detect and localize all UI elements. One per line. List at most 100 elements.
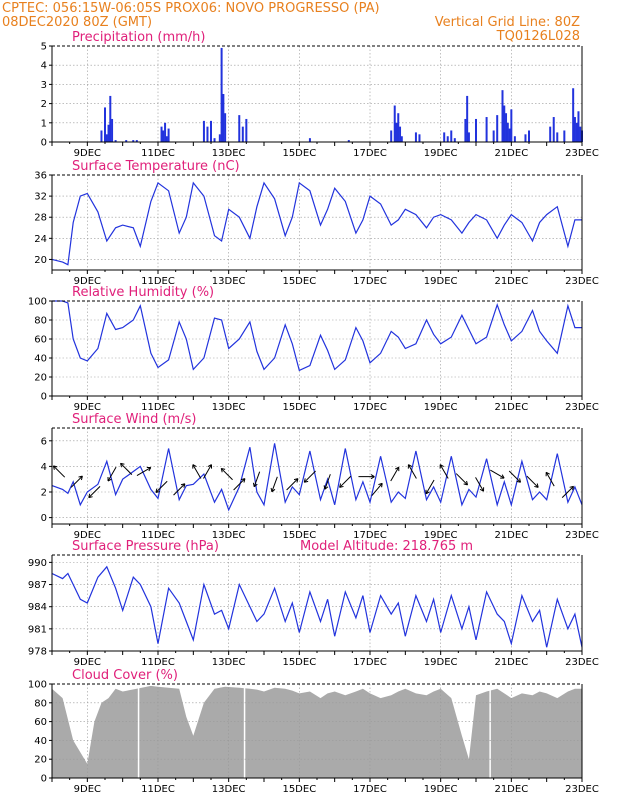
precip-bar	[573, 117, 576, 142]
wind-arrow-5	[136, 466, 152, 476]
precip-bar	[238, 115, 241, 142]
precip-ytick-label: 2	[41, 99, 47, 110]
precip-bar	[475, 118, 477, 142]
precip-bar	[308, 138, 311, 142]
wind-arrow-26	[490, 469, 505, 479]
precip-ytick-label: 5	[41, 42, 47, 53]
precip-bar	[162, 130, 165, 142]
pres-xtick-label: 19DEC	[424, 657, 458, 668]
precip-bar	[563, 130, 566, 142]
pres-xtick-label: 23DEC	[565, 657, 599, 668]
precip-bar	[222, 94, 225, 142]
precip-bar	[135, 140, 138, 142]
header: CPTEC: 056:15W-06:05S PROX06: NOVO PROGR…	[2, 1, 580, 44]
precip-ytick-label: 1	[41, 118, 47, 129]
precip-bar	[524, 134, 527, 142]
wind-line	[51, 443, 583, 512]
cloud-xtick-label: 15DEC	[282, 784, 316, 795]
wind-arrow-15	[303, 470, 316, 483]
pres-line	[51, 565, 583, 648]
precip-bar	[160, 126, 163, 142]
cloud-title: Cloud Cover (%)	[72, 668, 178, 683]
wind-xtick-label: 17DEC	[353, 530, 387, 541]
precip-xtick-label: 23DEC	[565, 148, 599, 159]
precip-bar	[572, 88, 575, 142]
wind-arrow-2	[88, 485, 101, 499]
precip-bar	[453, 138, 456, 142]
precip-bar	[104, 107, 106, 142]
header-run-date: 08DEC2020 80Z (GMT)	[2, 15, 152, 30]
pres-xtick-label: 15DEC	[282, 657, 316, 668]
wind-arrow-20	[390, 466, 400, 482]
wind-arrow-1	[70, 475, 83, 488]
precip-bar	[575, 122, 578, 142]
temp-ytick-label: 24	[34, 234, 47, 245]
temp-xtick-label: 15DEC	[282, 276, 316, 287]
precip-bar	[395, 122, 398, 142]
cloud-xtick-label: 23DEC	[565, 784, 599, 795]
wind-arrow-30	[561, 485, 575, 499]
cloud-ytick-label: 0	[41, 774, 47, 785]
temp-xtick-label: 17DEC	[353, 276, 387, 287]
rh-ytick-label: 0	[41, 392, 47, 403]
wind-arrow-21	[407, 464, 417, 479]
precip-bar	[241, 126, 244, 142]
rh-ytick-label: 60	[34, 335, 47, 346]
precip-ytick-label: 4	[41, 61, 47, 72]
cloud-xtick-label: 11DEC	[141, 784, 175, 795]
panels: Precipitation (mm/h) 0 1 2 3 4 5 9DEC 11DEC 13DEC…	[28, 30, 599, 795]
pres-panel: Surface Pressure (hPa) Model Altitude: 21…	[28, 539, 599, 668]
pres-xtick-label: 21DEC	[494, 657, 528, 668]
precip-bar	[510, 109, 513, 142]
precip-bar	[496, 115, 499, 142]
precip-bar	[506, 122, 509, 142]
wind-arrow-28	[526, 475, 539, 488]
precip-bar	[220, 47, 223, 142]
pres-annotation: Model Altitude: 218.765 m	[300, 539, 473, 554]
rh-xtick-label: 9DEC	[74, 402, 101, 413]
temp-ytick-label: 20	[34, 255, 47, 266]
cloud-ytick-label: 60	[34, 717, 47, 728]
precip-bar	[400, 136, 403, 142]
temp-title: Surface Temperature (nC)	[72, 159, 240, 174]
cloud-xtick-label: 21DEC	[494, 784, 528, 795]
precip-bar	[556, 132, 559, 142]
wind-arrow-23	[439, 464, 449, 479]
header-station: CPTEC: 056:15W-06:05S PROX06: NOVO PROGR…	[2, 1, 380, 16]
temp-panel: Surface Temperature (nC) 20 24 28 32 36 9DEC 11…	[34, 159, 599, 287]
precip-bar	[443, 132, 446, 142]
precip-bar	[245, 118, 248, 142]
precip-xtick-label: 15DEC	[282, 148, 316, 159]
rh-xtick-label: 21DEC	[494, 402, 528, 413]
rh-ytick-label: 80	[34, 316, 47, 327]
precip-xtick-label: 21DEC	[494, 148, 528, 159]
wind-arrow-7	[173, 483, 186, 496]
precip-bar	[579, 126, 582, 142]
precip-bar	[100, 130, 103, 142]
wind-arrow-19	[371, 482, 383, 496]
wind-arrow-13	[270, 476, 278, 493]
cloud-ytick-label: 80	[34, 698, 47, 709]
temp-xtick-label: 23DEC	[565, 276, 599, 287]
precip-bar	[467, 132, 470, 142]
precip-bar	[418, 134, 421, 142]
temp-xtick-label: 13DEC	[212, 276, 246, 287]
rh-line	[52, 300, 582, 372]
wind-ytick-label: 2	[41, 488, 47, 499]
precip-bar	[464, 118, 467, 142]
wind-xtick-label: 15DEC	[282, 530, 316, 541]
precip-bar	[393, 105, 396, 142]
temp-xtick-label: 21DEC	[494, 276, 528, 287]
pres-ytick-label: 987	[28, 580, 47, 591]
precip-xtick-label: 13DEC	[212, 148, 246, 159]
precip-xtick-label: 17DEC	[353, 148, 387, 159]
temp-ytick-label: 36	[34, 171, 47, 182]
pres-ytick-label: 981	[28, 624, 47, 635]
cloud-xtick-label: 17DEC	[353, 784, 387, 795]
precip-bar	[528, 130, 530, 142]
cloud-ytick-label: 20	[34, 755, 47, 766]
wind-arrow-25	[475, 477, 485, 492]
wind-xtick-label: 9DEC	[74, 530, 101, 541]
pres-xtick-label: 13DEC	[212, 657, 246, 668]
cloud-xtick-label: 13DEC	[212, 784, 246, 795]
